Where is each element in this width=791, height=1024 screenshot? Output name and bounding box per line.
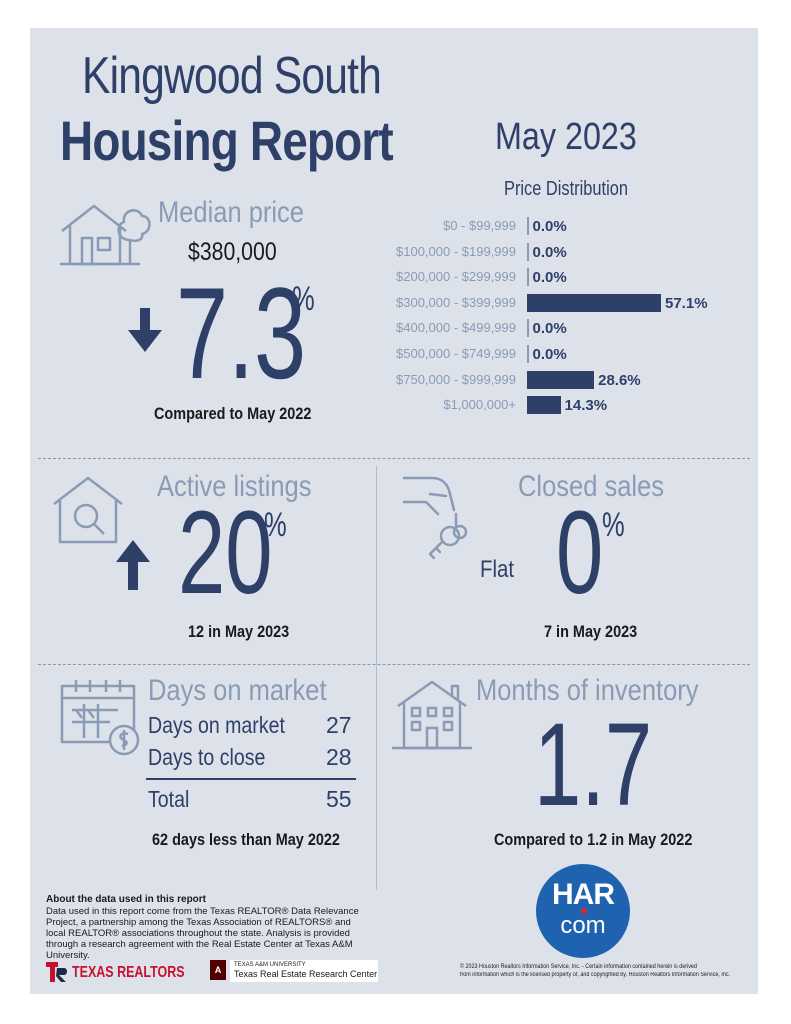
tamu-logo: TEXAS A&M UNIVERSITY Texas Real Estate R… — [230, 960, 378, 982]
closed-sales-change-unit: % — [602, 506, 625, 544]
months-inventory-caption: Compared to 1.2 in May 2022 — [494, 830, 693, 849]
months-inventory-title: Months of inventory — [476, 674, 699, 707]
copyright-line1: © 2023 Houston Realtors Information Serv… — [460, 964, 697, 970]
about-text: Data used in this report come from the T… — [46, 906, 359, 961]
price-distribution-label: $750,000 - $999,999 — [396, 371, 516, 387]
report-title-line1: Kingwood South — [82, 47, 382, 105]
tamu-logo-icon: A — [210, 960, 226, 980]
closed-sales-change: 0 — [556, 487, 604, 619]
active-listings-caption: 12 in May 2023 — [188, 622, 290, 641]
price-distribution-bar — [527, 370, 595, 389]
closed-sales-title: Closed sales — [518, 470, 665, 503]
price-distribution-bar — [527, 396, 561, 415]
har-logo[interactable]: HAR com — [536, 864, 630, 958]
apartment-building-icon — [392, 680, 472, 750]
price-distribution-title: Price Distribution — [504, 178, 628, 200]
total-value: 55 — [326, 786, 352, 812]
months-inventory-value: 1.7 — [534, 699, 653, 831]
price-distribution-value: 14.3% — [564, 397, 608, 415]
median-price-change-unit: % — [292, 280, 315, 318]
house-search-icon — [53, 476, 123, 544]
texas-realtors-logo: TEXAS REALTORS — [72, 964, 185, 981]
dom-row-value: 27 — [326, 712, 352, 738]
copyright-line2: from information which is the licensed p… — [460, 972, 731, 978]
house-tree-icon — [60, 204, 151, 266]
days-on-market-title: Days on market — [148, 674, 327, 707]
active-listings-change: 20 — [178, 487, 273, 619]
har-logo-bottom: com — [560, 912, 606, 939]
days-on-market-caption: 62 days less than May 2022 — [152, 830, 340, 849]
dom-row-label: Days on market — [148, 712, 285, 738]
price-distribution-bar — [527, 268, 529, 287]
price-distribution-label: $300,000 - $399,999 — [396, 294, 516, 310]
dtc-row-value: 28 — [326, 744, 352, 770]
median-price-comparison: Compared to May 2022 — [154, 404, 312, 423]
hand-key-icon — [402, 476, 468, 560]
closed-sales-flat-label: Flat — [480, 556, 515, 583]
price-distribution-value: 0.0% — [532, 218, 567, 235]
price-distribution-value: 0.0% — [532, 243, 567, 261]
active-listings-change-unit: % — [264, 506, 287, 544]
median-price-title: Median price — [158, 196, 305, 229]
tamu-center-label: Texas Real Estate Research Center — [234, 969, 378, 979]
median-price-value: $380,000 — [188, 238, 277, 266]
texas-realtors-logo-icon — [46, 962, 67, 982]
tamu-university-label: TEXAS A&M UNIVERSITY — [234, 962, 306, 968]
har-logo-top: HAR — [552, 878, 615, 911]
price-distribution-bar — [527, 345, 529, 363]
price-distribution-label: $200,000 - $299,999 — [396, 269, 516, 285]
arrow-up-icon — [116, 540, 150, 590]
price-distribution-label: $100,000 - $199,999 — [396, 243, 516, 259]
price-distribution-label: $400,000 - $499,999 — [396, 320, 516, 336]
section-divider — [38, 458, 750, 459]
price-distribution-value: 0.0% — [532, 346, 567, 363]
median-price-change: 7.3 — [176, 260, 307, 406]
total-label: Total — [148, 786, 190, 812]
report-month: May 2023 — [495, 116, 637, 158]
about-title: About the data used in this report — [46, 894, 207, 905]
price-distribution-label: $1,000,000+ — [443, 397, 516, 413]
price-distribution-bar — [527, 242, 529, 261]
dtc-row-label: Days to close — [148, 744, 266, 770]
har-logo-dot — [581, 908, 587, 914]
report-title-line2: Housing Report — [60, 109, 394, 172]
price-distribution-value: 0.0% — [532, 320, 567, 338]
price-distribution-label: $0 - $99,999 — [442, 218, 516, 233]
price-distribution-bar — [527, 293, 661, 312]
price-distribution-label: $500,000 - $749,999 — [396, 346, 516, 361]
active-listings-title: Active listings — [157, 470, 312, 503]
price-distribution-value: 0.0% — [532, 269, 567, 287]
column-divider — [376, 466, 377, 890]
section-divider — [38, 664, 750, 665]
total-divider — [146, 778, 356, 780]
price-distribution-value: 57.1% — [665, 294, 708, 312]
arrow-down-icon — [128, 308, 162, 352]
closed-sales-caption: 7 in May 2023 — [544, 622, 638, 641]
price-distribution-bar — [527, 319, 529, 338]
report-page: Kingwood South Housing Report May 2023 M… — [30, 28, 758, 994]
calendar-dollar-icon — [60, 680, 140, 756]
price-distribution-bar — [527, 217, 529, 235]
price-distribution-value: 28.6% — [598, 371, 641, 389]
